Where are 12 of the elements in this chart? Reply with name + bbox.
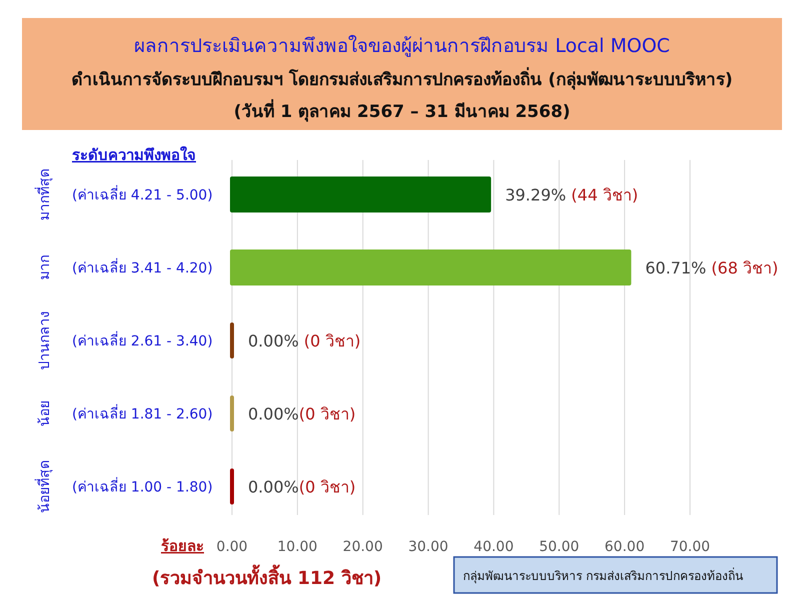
title: ผลการประเมินความพึงพอใจของผู้ผ่านการฝึกอบรม Local MOOC	[134, 35, 670, 57]
annotation: กลุ่มพัฒนาระบบบริหาร กรมส่งเสริมการปกครองท้องถิ่น	[463, 569, 743, 583]
x-tick-label: 0.00	[216, 539, 248, 555]
x-tick-label: 10.00	[277, 539, 318, 555]
x-tick-label: 50.00	[539, 539, 580, 555]
x-tick-label: 40.00	[474, 539, 514, 555]
ylabel: ระดับความพึงพอใจ	[72, 146, 196, 164]
x-tick-label: 70.00	[670, 539, 710, 555]
x-tick-label: 20.00	[342, 539, 383, 555]
xlabel: ร้อยละ	[161, 537, 204, 555]
x-tick-label: 60.00	[604, 539, 645, 555]
x-tick-label: 30.00	[408, 539, 448, 555]
